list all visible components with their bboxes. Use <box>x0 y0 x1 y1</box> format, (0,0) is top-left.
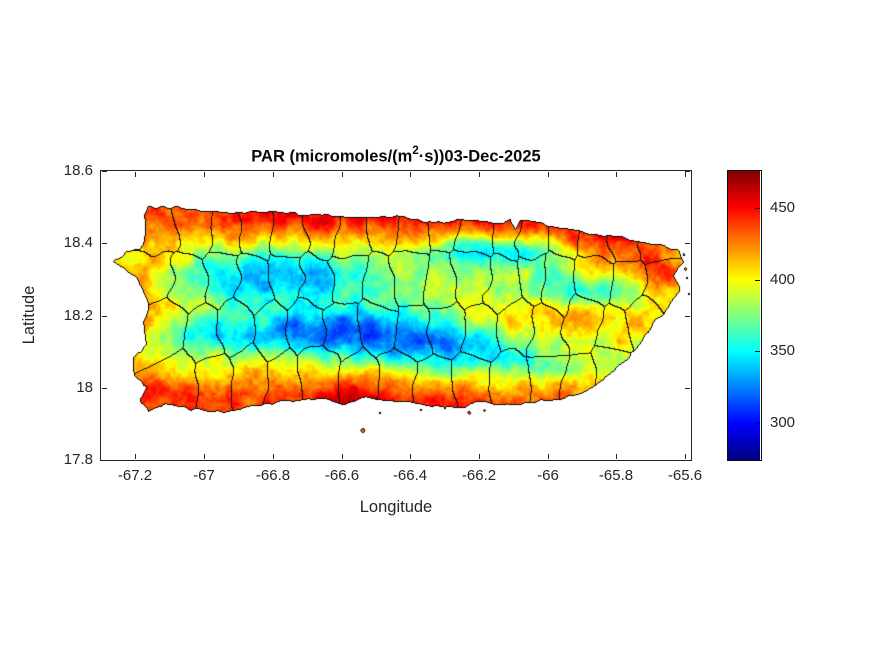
par-heatmap-canvas <box>101 171 691 460</box>
title-prefix: PAR (micromoles/(m <box>251 147 413 166</box>
title-superscript: 2 <box>412 145 419 157</box>
plot-title: PAR (micromoles/(m2·s))03-Dec-2025 <box>101 140 691 166</box>
colorbar-tick-label: 450 <box>770 199 796 216</box>
y-axis-label: Latitude <box>20 285 38 345</box>
colorbar-tick-label: 350 <box>770 342 796 359</box>
colorbar-canvas <box>728 171 760 460</box>
x-tick-label: -65.8 <box>598 467 634 484</box>
x-tick-label: -66.6 <box>324 467 360 484</box>
x-tick-label: -67.2 <box>117 467 153 484</box>
colorbar-tick-label: 300 <box>770 414 796 431</box>
x-tick-label: -65.6 <box>667 467 703 484</box>
x-tick-label: -66 <box>537 467 559 484</box>
x-tick-label: -67 <box>193 467 215 484</box>
x-axis-label: Longitude <box>359 498 433 516</box>
y-tick <box>102 460 107 461</box>
y-tick-label: 17.8 <box>63 451 93 468</box>
y-tick-label: 18.4 <box>63 234 93 251</box>
y-tick-right <box>685 460 690 461</box>
title-suffix: ·s))03-Dec-2025 <box>418 147 541 166</box>
x-tick-label: -66.4 <box>392 467 428 484</box>
y-tick-label: 18 <box>76 379 93 396</box>
x-tick-label: -66.8 <box>255 467 291 484</box>
colorbar-tick-label: 400 <box>770 271 796 288</box>
y-tick-label: 18.2 <box>63 307 93 324</box>
y-tick-label: 18.6 <box>63 162 93 179</box>
x-tick-label: -66.2 <box>461 467 497 484</box>
